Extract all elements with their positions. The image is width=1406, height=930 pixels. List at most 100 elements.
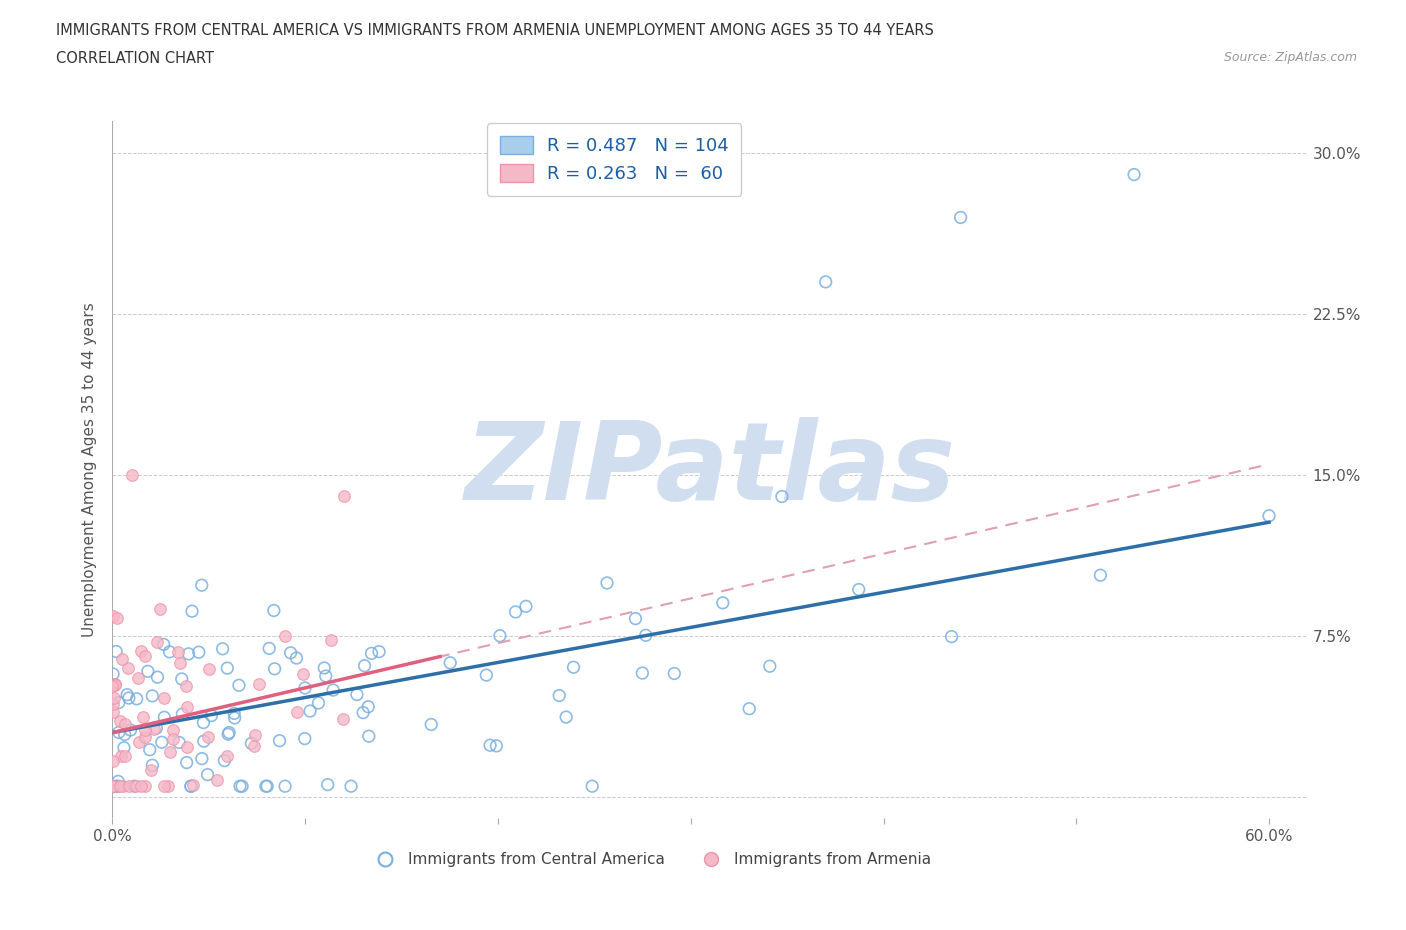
Point	[146, 670, 169, 684]
Point	[228, 678, 250, 693]
Point	[134, 723, 156, 737]
Point	[319, 632, 342, 647]
Point	[353, 658, 375, 673]
Point	[664, 666, 686, 681]
Point	[1258, 509, 1281, 524]
Point	[149, 602, 172, 617]
Point	[314, 660, 336, 675]
Point	[146, 634, 169, 649]
Point	[167, 735, 190, 750]
Point	[181, 604, 204, 618]
Point	[285, 704, 308, 719]
Point	[242, 738, 264, 753]
Point	[711, 595, 734, 610]
Point	[141, 763, 163, 777]
Point	[555, 710, 578, 724]
Point	[299, 704, 322, 719]
Point	[107, 774, 129, 789]
Point	[187, 644, 209, 659]
Point	[104, 677, 127, 692]
Point	[274, 778, 297, 793]
Point	[174, 678, 197, 693]
Point	[134, 730, 156, 745]
Point	[340, 778, 363, 793]
Point	[172, 707, 194, 722]
Text: Source: ZipAtlas.com: Source: ZipAtlas.com	[1223, 51, 1357, 64]
Point	[263, 661, 285, 676]
Point	[848, 582, 870, 597]
Point	[118, 778, 141, 793]
Point	[153, 710, 176, 724]
Point	[231, 778, 253, 793]
Point	[292, 667, 315, 682]
Text: IMMIGRANTS FROM CENTRAL AMERICA VS IMMIGRANTS FROM ARMENIA UNEMPLOYMENT AMONG AG: IMMIGRANTS FROM CENTRAL AMERICA VS IMMIG…	[56, 23, 934, 38]
Point	[1090, 568, 1112, 583]
Point	[177, 646, 200, 661]
Point	[1123, 167, 1146, 182]
Point	[941, 630, 963, 644]
Point	[117, 660, 139, 675]
Point	[180, 778, 202, 793]
Point	[139, 742, 162, 757]
Point	[217, 726, 239, 741]
Point	[159, 644, 181, 659]
Point	[357, 699, 380, 714]
Point	[205, 772, 228, 787]
Point	[269, 733, 291, 748]
Point	[191, 751, 214, 766]
Point	[197, 767, 219, 782]
Point	[105, 644, 128, 659]
Point	[103, 697, 125, 711]
Point	[245, 727, 267, 742]
Point	[308, 696, 330, 711]
Point	[256, 778, 278, 793]
Point	[274, 629, 297, 644]
Point	[294, 681, 316, 696]
Point	[193, 734, 215, 749]
Point	[103, 691, 125, 706]
Point	[218, 725, 240, 740]
Point	[125, 691, 148, 706]
Point	[285, 651, 308, 666]
Point	[515, 599, 537, 614]
Point	[101, 753, 124, 768]
Point	[112, 740, 135, 755]
Point	[198, 661, 221, 676]
Point	[624, 611, 647, 626]
Point	[181, 777, 204, 792]
Point	[118, 691, 141, 706]
Point	[145, 721, 167, 736]
Point	[280, 645, 302, 660]
Point	[333, 489, 356, 504]
Point	[170, 671, 193, 686]
Point	[162, 731, 184, 746]
Point	[131, 710, 153, 724]
Point	[352, 705, 374, 720]
Point	[101, 609, 124, 624]
Point	[322, 683, 344, 698]
Point	[229, 778, 252, 793]
Point	[211, 642, 233, 657]
Point	[176, 699, 198, 714]
Point	[111, 652, 134, 667]
Point	[167, 644, 190, 659]
Point	[134, 648, 156, 663]
Point	[581, 778, 603, 793]
Point	[738, 701, 761, 716]
Point	[101, 778, 124, 793]
Point	[141, 688, 163, 703]
Point	[214, 753, 236, 768]
Point	[475, 668, 498, 683]
Point	[548, 688, 571, 703]
Point	[505, 604, 527, 619]
Point	[114, 727, 136, 742]
Point	[125, 778, 148, 793]
Point	[157, 778, 180, 793]
Point	[162, 723, 184, 737]
Point	[127, 671, 149, 686]
Point	[631, 666, 654, 681]
Point	[759, 658, 782, 673]
Point	[357, 729, 380, 744]
Point	[562, 659, 585, 674]
Point	[190, 578, 212, 592]
